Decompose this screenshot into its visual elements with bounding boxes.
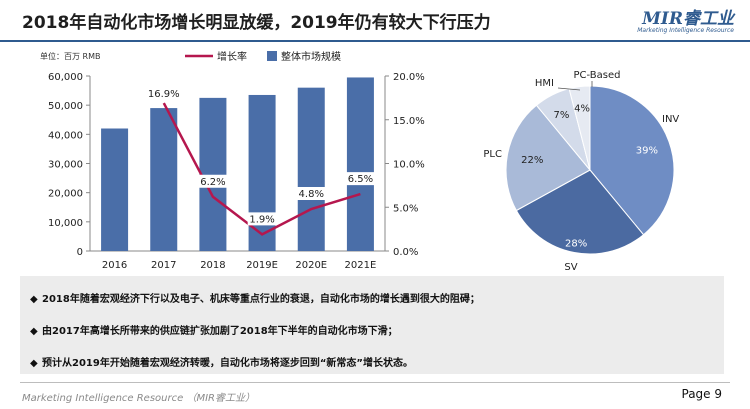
data-label: 1.9% bbox=[249, 214, 274, 225]
bar bbox=[297, 87, 325, 251]
pie-percent-label: 22% bbox=[521, 155, 543, 166]
x-tick-label: 2019E bbox=[246, 260, 278, 271]
pie-category-label: INV bbox=[662, 114, 679, 125]
data-label: 16.9% bbox=[148, 89, 180, 100]
footer-divider bbox=[20, 382, 730, 383]
company-logo: MIR睿工业 Marketing Intelligence Resource bbox=[634, 4, 734, 38]
pie-percent-label: 4% bbox=[574, 103, 590, 114]
y-tick-label: 60,000 bbox=[48, 72, 83, 83]
leader-line bbox=[557, 87, 581, 91]
product-share-pie-chart: 39% 28% 22% 7% 4% INV SV PLC HMI PC-Based bbox=[483, 70, 679, 273]
legend-label-market-size: 整体市场规模 bbox=[281, 50, 341, 63]
market-size-chart: 单位：百万 RMB 增长率 整体市场规模 0 10,000 20,000 30,000 40,… bbox=[40, 50, 425, 271]
x-tick-label: 2017 bbox=[151, 260, 176, 271]
data-label: 6.2% bbox=[200, 177, 225, 188]
y2-tick-label: 0.0% bbox=[393, 247, 418, 258]
data-label-bg bbox=[146, 87, 182, 101]
growth-rate-line bbox=[162, 102, 361, 236]
finding-item: ◆ 由2017年高增长所带来的供应链扩张加剧了2018年下半年的自动化市场下滑； bbox=[30, 322, 398, 337]
x-tick-label: 2020E bbox=[295, 260, 327, 271]
y2-tick-label: 5.0% bbox=[393, 203, 418, 214]
finding-text: 由2017年高增长所带来的供应链扩张加剧了2018年下半年的自动化市场下滑； bbox=[42, 326, 398, 337]
y-tick-label: 40,000 bbox=[48, 130, 83, 141]
data-label-bg bbox=[296, 187, 326, 200]
logo-sub-text: Marketing Intelligence Resource bbox=[637, 27, 734, 34]
y-tick-label: 10,000 bbox=[48, 218, 83, 229]
y-tick-label: 0 bbox=[77, 247, 83, 258]
pie-slice-sv bbox=[515, 169, 645, 255]
pie-slice-inv bbox=[589, 85, 675, 236]
x-tick-label: 2016 bbox=[102, 260, 127, 271]
y-tick-label: 20,000 bbox=[48, 189, 83, 200]
pie-category-label: PLC bbox=[483, 149, 502, 160]
pie-percent-label: 28% bbox=[565, 239, 587, 250]
legend-label-growth-rate: 增长率 bbox=[217, 50, 247, 63]
pie-percent-label: 39% bbox=[636, 146, 658, 157]
data-label: 6.5% bbox=[348, 174, 373, 185]
data-label: 4.8% bbox=[299, 189, 324, 200]
diamond-bullet-icon: ◆ bbox=[30, 294, 38, 305]
bar bbox=[101, 128, 129, 251]
pie-slice-plc bbox=[505, 104, 591, 212]
data-label-bg bbox=[247, 212, 277, 226]
x-tick-label: 2018 bbox=[200, 260, 225, 271]
legend-bar-swatch bbox=[267, 51, 277, 61]
page-number: Page 9 bbox=[681, 387, 723, 401]
y-tick-label: 30,000 bbox=[48, 160, 83, 171]
finding-text: 2018年随着宏观经济下行以及电子、机床等重点行业的衰退，自动化市场的增长遇到很… bbox=[42, 294, 480, 305]
logo-main-text: MIR睿工业 bbox=[642, 9, 734, 29]
finding-text: 预计从2019年开始随着宏观经济转暖，自动化市场将逐步回到“新常态”增长状态。 bbox=[42, 358, 413, 369]
key-findings-box: ◆ 2018年随着宏观经济下行以及电子、机床等重点行业的衰退，自动化市场的增长遇到… bbox=[20, 276, 724, 374]
pie-category-label: PC-Based bbox=[574, 70, 621, 81]
diamond-bullet-icon: ◆ bbox=[30, 358, 38, 369]
pie-category-label: SV bbox=[564, 262, 577, 273]
bar bbox=[346, 77, 374, 251]
pie-percent-label: 7% bbox=[553, 110, 569, 121]
bar bbox=[150, 108, 178, 251]
finding-item: ◆ 预计从2019年开始随着宏观经济转暖，自动化市场将逐步回到“新常态”增长状态。 bbox=[30, 354, 413, 369]
y2-tick-label: 20.0% bbox=[393, 72, 425, 83]
unit-label: 单位：百万 RMB bbox=[40, 51, 101, 61]
y2-tick-label: 10.0% bbox=[393, 160, 425, 171]
diamond-bullet-icon: ◆ bbox=[30, 326, 38, 337]
pie-slice-pc-based bbox=[568, 85, 591, 171]
data-label-bg bbox=[346, 172, 375, 186]
data-label-bg bbox=[198, 174, 228, 188]
y2-tick-label: 15.0% bbox=[393, 116, 425, 127]
footer-source: Marketing Intelligence Resource （MIR睿工业） bbox=[22, 393, 255, 404]
page-title: 2018年自动化市场增长明显放缓，2019年仍有较大下行压力 bbox=[22, 13, 491, 33]
title-divider bbox=[0, 40, 750, 42]
bar bbox=[199, 97, 227, 251]
x-tick-label: 2021E bbox=[345, 260, 377, 271]
y-tick-label: 50,000 bbox=[48, 101, 83, 112]
pie-category-label: HMI bbox=[535, 78, 554, 89]
finding-item: ◆ 2018年随着宏观经济下行以及电子、机床等重点行业的衰退，自动化市场的增长遇到… bbox=[30, 290, 480, 305]
